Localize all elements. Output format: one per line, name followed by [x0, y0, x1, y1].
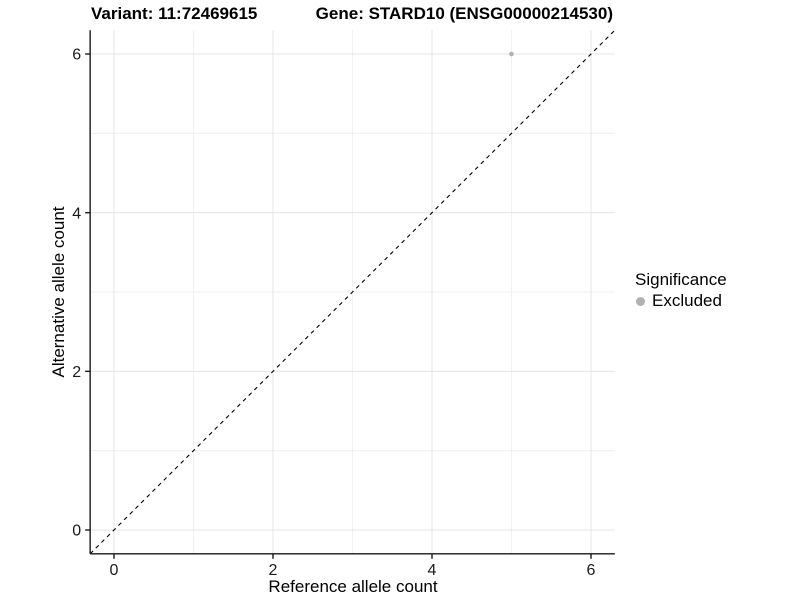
plot-title-gene: Gene: STARD10 (ENSG00000214530): [315, 4, 613, 23]
x-axis-title: Reference allele count: [268, 577, 438, 596]
y-tick-label: 0: [72, 523, 81, 540]
legend: Significance Excluded: [635, 270, 727, 312]
x-tick-label: 4: [428, 562, 437, 579]
y-tick-label: 4: [72, 205, 81, 222]
legend-title: Significance: [635, 270, 727, 289]
y-axis-title: Alternative allele count: [49, 206, 68, 378]
y-tick-label: 2: [72, 364, 81, 381]
x-tick-label: 6: [587, 562, 596, 579]
identity-dashed-line: [89, 29, 616, 555]
plot-title-variant: Variant: 11:72469615: [91, 4, 258, 23]
data-point: [509, 51, 514, 57]
legend-key-dot-icon: [636, 296, 645, 306]
legend-entry: Excluded: [635, 290, 727, 312]
y-tick-label: 6: [72, 47, 81, 64]
x-tick-label: 2: [269, 562, 278, 579]
legend-entry-label: Excluded: [652, 291, 722, 310]
x-tick-label: 0: [110, 562, 119, 579]
